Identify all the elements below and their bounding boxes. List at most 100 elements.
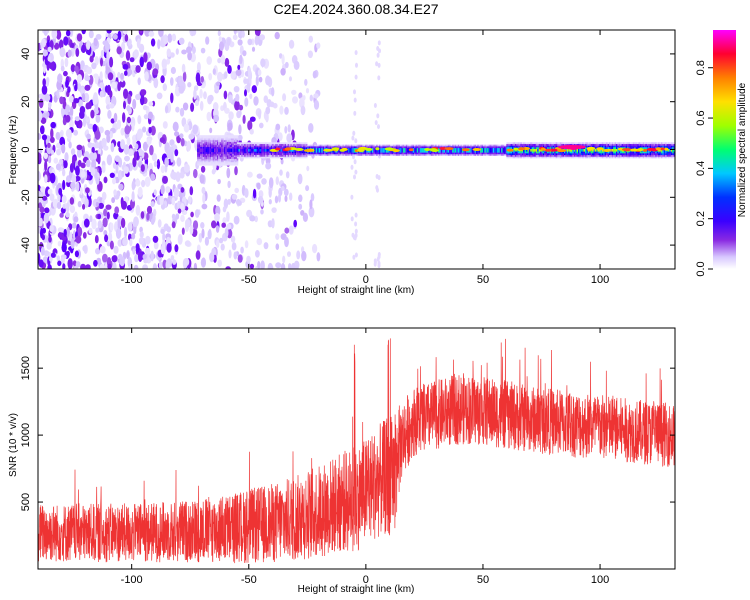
heatmap-cell <box>377 254 381 260</box>
heatmap-cell <box>109 172 115 178</box>
heatmap-cell <box>201 148 204 153</box>
heatmap-hotspot <box>365 147 373 151</box>
heatmap-cell <box>38 194 44 204</box>
heatmap-cell <box>106 30 112 34</box>
heatmap-cell <box>289 192 293 201</box>
heatmap-cell <box>274 31 280 40</box>
heatmap-cell <box>594 149 597 152</box>
heatmap-cell <box>133 226 137 235</box>
heatmap-cell <box>74 250 79 258</box>
heatmap-cell <box>150 38 156 47</box>
heatmap-cell <box>181 49 187 55</box>
heatmap-cell <box>47 142 51 148</box>
heatmap-cell <box>423 148 426 153</box>
heatmap-cell <box>55 131 60 140</box>
heatmap-cell <box>592 149 594 152</box>
heatmap-cell <box>246 255 251 264</box>
heatmap-cell <box>182 71 187 82</box>
heatmap-hotspot <box>622 148 632 152</box>
heatmap-cell <box>83 218 90 228</box>
heatmap-cell <box>182 258 188 269</box>
heatmap-cell <box>91 218 97 230</box>
heatmap-cell <box>57 232 63 239</box>
heatmap-cell <box>223 90 228 100</box>
heatmap-cell <box>182 102 189 111</box>
heatmap-cell <box>98 202 104 209</box>
heatmap-hotspot <box>540 147 546 151</box>
heatmap-cell <box>384 148 387 153</box>
heatmap-cell <box>72 174 77 185</box>
heatmap-cell <box>172 259 177 265</box>
heatmap-cell <box>190 102 195 113</box>
heatmap-cell <box>189 224 194 235</box>
heatmap-cell <box>229 41 235 48</box>
heatmap-cell <box>206 56 212 65</box>
heatmap-cell <box>148 101 154 107</box>
heatmap-cell <box>40 125 45 135</box>
heatmap-cell <box>468 148 471 153</box>
heatmap-cell <box>377 263 381 269</box>
heatmap-cell <box>95 247 101 255</box>
heatmap-cell <box>160 184 165 195</box>
heatmap-cell <box>140 164 145 172</box>
heatmap-cell <box>203 91 207 100</box>
heatmap-cell <box>118 183 124 191</box>
colorbar-label: Normalized spectral amplitude <box>737 82 748 217</box>
colorbar-tick-label: 0.6 <box>695 110 707 125</box>
heatmap-cell <box>144 71 149 82</box>
heatmap-cell <box>377 40 381 46</box>
heatmap-cell <box>170 66 176 75</box>
heatmap-cell <box>114 206 120 214</box>
heatmap-cell <box>288 225 294 235</box>
heatmap-cell <box>81 30 86 35</box>
heatmap-cell <box>209 127 213 134</box>
heatmap-cell <box>187 82 192 88</box>
heatmap-cell <box>86 66 93 75</box>
y-tick-label: 1000 <box>20 423 32 447</box>
heatmap-cell <box>150 125 156 136</box>
heatmap-cell <box>60 256 65 265</box>
heatmap-cell <box>95 201 99 207</box>
heatmap-cell <box>180 187 185 193</box>
heatmap-cell <box>86 40 91 51</box>
heatmap-cell <box>242 50 247 57</box>
heatmap-cell <box>63 160 68 169</box>
heatmap-cell <box>261 178 267 185</box>
heatmap-hotspot <box>618 147 623 151</box>
heatmap-cell <box>65 104 71 113</box>
heatmap-cell <box>312 243 318 254</box>
heatmap-cell <box>116 119 122 130</box>
heatmap-cell <box>184 240 191 247</box>
y-tick-label: 500 <box>20 493 32 511</box>
heatmap-cell <box>118 253 123 260</box>
heatmap-peak <box>558 144 586 150</box>
heatmap-cell <box>223 148 226 153</box>
heatmap-cell <box>180 137 185 147</box>
heatmap-cell <box>498 148 500 153</box>
heatmap-cell <box>348 148 350 153</box>
heatmap-cell <box>190 30 197 36</box>
heatmap-cell <box>152 235 159 243</box>
heatmap-cell <box>50 252 56 258</box>
heatmap-cell <box>44 93 51 102</box>
heatmap-cell <box>116 46 122 55</box>
heatmap-cell <box>284 236 289 248</box>
heatmap-cell <box>202 193 206 204</box>
heatmap-cell <box>300 105 306 116</box>
heatmap-cell <box>109 240 114 250</box>
heatmap-cell <box>66 226 70 238</box>
heatmap-cell <box>233 148 236 153</box>
heatmap-cell <box>193 168 198 179</box>
heatmap-cell <box>93 259 98 267</box>
heatmap-hotspot <box>461 148 470 152</box>
heatmap-cell <box>287 251 291 257</box>
heatmap-cell <box>208 94 214 102</box>
heatmap-cell <box>94 56 99 66</box>
heatmap-cell <box>109 131 114 139</box>
heatmap-cell <box>207 229 212 240</box>
heatmap-cell <box>99 90 104 98</box>
heatmap-cell <box>45 77 50 87</box>
heatmap-cell <box>44 160 48 172</box>
heatmap-cell <box>205 148 208 153</box>
heatmap-cell <box>298 203 303 210</box>
